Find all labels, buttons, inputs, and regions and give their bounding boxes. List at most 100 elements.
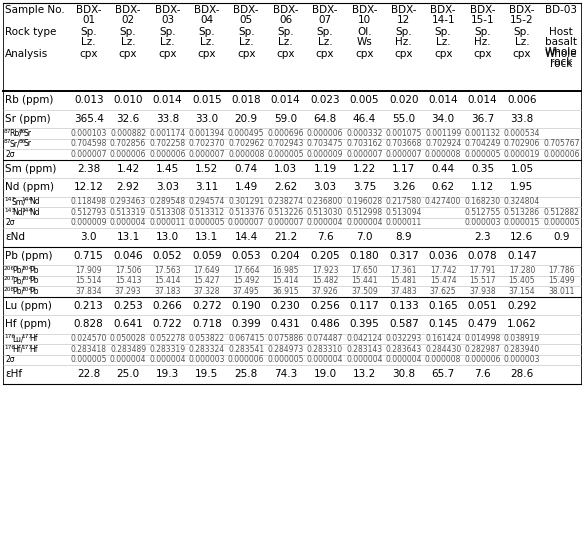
- Text: 59.0: 59.0: [274, 114, 297, 124]
- Text: Ol.: Ol.: [357, 27, 371, 37]
- Text: 15.427: 15.427: [194, 276, 220, 285]
- Text: 0.000006: 0.000006: [110, 150, 147, 159]
- Text: 15-2: 15-2: [510, 15, 534, 25]
- Text: 0.000534: 0.000534: [503, 129, 540, 138]
- Text: 204: 204: [21, 266, 32, 271]
- Text: BDX-: BDX-: [352, 5, 377, 15]
- Text: 0.000003: 0.000003: [464, 218, 501, 227]
- Text: cpx: cpx: [395, 49, 413, 59]
- Text: 0.023: 0.023: [310, 95, 340, 105]
- Text: 0.283319: 0.283319: [150, 345, 186, 354]
- Text: 0.001199: 0.001199: [425, 129, 461, 138]
- Text: Sp.: Sp.: [238, 27, 255, 37]
- Text: 0.266: 0.266: [152, 301, 182, 311]
- Text: 13.2: 13.2: [353, 370, 376, 379]
- Text: 37.183: 37.183: [154, 287, 180, 296]
- Text: 204: 204: [21, 287, 32, 292]
- Text: 0.283324: 0.283324: [189, 345, 225, 354]
- Text: 12: 12: [397, 15, 411, 25]
- Text: cpx: cpx: [434, 49, 453, 59]
- Text: 0.512998: 0.512998: [346, 208, 383, 217]
- Text: 1.52: 1.52: [195, 164, 218, 174]
- Text: Hz.: Hz.: [474, 37, 491, 47]
- Text: 0.703668: 0.703668: [385, 140, 422, 148]
- Text: Pb/: Pb/: [12, 276, 24, 285]
- Text: 0.217580: 0.217580: [385, 197, 422, 206]
- Text: 17.361: 17.361: [391, 266, 417, 275]
- Text: 0.74: 0.74: [235, 164, 258, 174]
- Text: 20.9: 20.9: [235, 114, 258, 124]
- Text: Rock type: Rock type: [5, 27, 57, 37]
- Text: 0.513308: 0.513308: [150, 208, 186, 217]
- Text: Lz.: Lz.: [515, 37, 529, 47]
- Text: 3.0: 3.0: [81, 232, 97, 242]
- Text: 25.0: 25.0: [117, 370, 140, 379]
- Text: 0.324804: 0.324804: [504, 197, 540, 206]
- Text: 0.013: 0.013: [74, 95, 103, 105]
- Text: Sp.: Sp.: [317, 27, 333, 37]
- Text: 65.7: 65.7: [432, 370, 455, 379]
- Text: 0.075886: 0.075886: [267, 334, 304, 343]
- Text: 05: 05: [239, 15, 253, 25]
- Text: 0.272: 0.272: [192, 301, 222, 311]
- Text: 1.19: 1.19: [314, 164, 336, 174]
- Text: 0.190: 0.190: [231, 301, 261, 311]
- Text: 2.38: 2.38: [77, 164, 100, 174]
- Text: cpx: cpx: [316, 49, 334, 59]
- Text: 04: 04: [200, 15, 213, 25]
- Text: 0.292: 0.292: [507, 301, 537, 311]
- Text: 0.000003: 0.000003: [189, 355, 225, 364]
- Text: 0.479: 0.479: [468, 319, 498, 329]
- Text: 0.702962: 0.702962: [228, 140, 265, 148]
- Text: 0.161424: 0.161424: [425, 334, 461, 343]
- Text: 0.213: 0.213: [74, 301, 103, 311]
- Text: 0.289548: 0.289548: [150, 197, 186, 206]
- Text: 0.000007: 0.000007: [71, 150, 107, 159]
- Text: 2.62: 2.62: [274, 182, 297, 192]
- Text: 0.294574: 0.294574: [189, 197, 225, 206]
- Text: 17.923: 17.923: [312, 266, 338, 275]
- Text: 37.938: 37.938: [469, 287, 496, 296]
- Text: 0.283643: 0.283643: [385, 345, 422, 354]
- Text: 1.22: 1.22: [353, 164, 376, 174]
- Text: 0.702258: 0.702258: [150, 140, 186, 148]
- Text: cpx: cpx: [355, 49, 374, 59]
- Text: Lz.: Lz.: [121, 37, 135, 47]
- Text: 177: 177: [21, 345, 32, 350]
- Text: 0.014998: 0.014998: [464, 334, 500, 343]
- Text: Sp.: Sp.: [513, 27, 530, 37]
- Text: 36.7: 36.7: [471, 114, 494, 124]
- Text: 0.230: 0.230: [271, 301, 300, 311]
- Text: 0.512755: 0.512755: [464, 208, 500, 217]
- Text: 17.280: 17.280: [509, 266, 535, 275]
- Text: Rb (ppm): Rb (ppm): [5, 95, 53, 105]
- Text: 8.9: 8.9: [395, 232, 412, 242]
- Text: 1.42: 1.42: [116, 164, 140, 174]
- Text: BDX-: BDX-: [273, 5, 298, 15]
- Text: 0.513319: 0.513319: [110, 208, 146, 217]
- Text: Hf: Hf: [29, 334, 37, 343]
- Text: Whole: Whole: [545, 49, 578, 59]
- Text: 0.180: 0.180: [350, 251, 379, 261]
- Text: 0.046: 0.046: [113, 251, 143, 261]
- Text: 0.000004: 0.000004: [110, 355, 147, 364]
- Text: 0.014: 0.014: [152, 95, 182, 105]
- Text: 0.000005: 0.000005: [267, 150, 304, 159]
- Text: 176: 176: [4, 345, 15, 350]
- Text: Whole: Whole: [545, 47, 578, 57]
- Text: 0.000019: 0.000019: [504, 150, 540, 159]
- Text: 0.000495: 0.000495: [228, 129, 265, 138]
- Text: 0.074487: 0.074487: [307, 334, 343, 343]
- Text: 3.11: 3.11: [195, 182, 218, 192]
- Text: 33.8: 33.8: [510, 114, 534, 124]
- Text: 0.050028: 0.050028: [110, 334, 146, 343]
- Text: 0.000005: 0.000005: [267, 355, 304, 364]
- Text: Lz.: Lz.: [200, 37, 214, 47]
- Text: 0.705767: 0.705767: [543, 140, 579, 148]
- Text: 0.000003: 0.000003: [503, 355, 540, 364]
- Text: 14.4: 14.4: [235, 232, 258, 242]
- Text: Sr: Sr: [24, 140, 32, 148]
- Text: 1.95: 1.95: [510, 182, 534, 192]
- Text: 0.512882: 0.512882: [543, 208, 579, 217]
- Text: 0.000006: 0.000006: [149, 150, 186, 159]
